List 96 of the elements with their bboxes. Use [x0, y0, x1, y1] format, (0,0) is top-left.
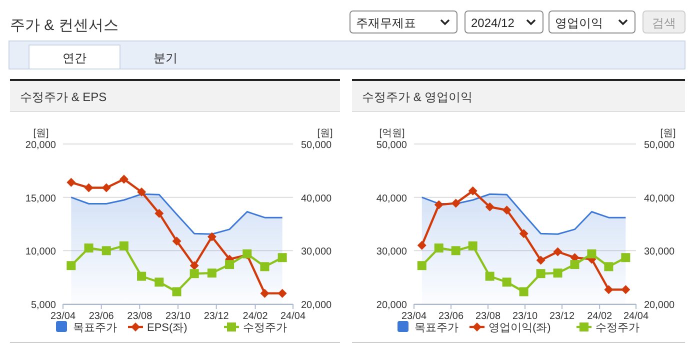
point: [553, 247, 562, 256]
point: [102, 183, 111, 192]
y-tick-label: 30,000: [376, 246, 408, 258]
x-tick-label: 24/02: [587, 311, 613, 322]
text: 2024/12: [471, 16, 515, 30]
point: [278, 288, 287, 298]
x-tick-label: 24/02: [242, 311, 268, 322]
y2-tick-label: 50,000: [301, 140, 332, 151]
legend-label: 목표주가: [73, 322, 117, 334]
y-tick-label: 50,000: [376, 140, 408, 151]
point: [451, 246, 460, 256]
y-tick-label: 15,000: [25, 193, 56, 204]
point: [102, 246, 111, 256]
point: [154, 278, 164, 287]
point: [451, 198, 460, 208]
x-tick-label: 23/10: [165, 311, 191, 322]
point: [260, 288, 270, 298]
point: [621, 253, 630, 262]
x-tick-label: 23/08: [127, 311, 153, 322]
y-tick-label: 5,000: [30, 300, 56, 311]
point: [417, 240, 426, 250]
x-tick-label: 24/04: [280, 311, 306, 322]
point: [207, 268, 216, 278]
point: [66, 261, 76, 270]
point: [119, 241, 128, 250]
legend-label: 목표주가: [414, 322, 458, 334]
x-tick-label: 23/04: [401, 311, 427, 322]
point: [485, 202, 494, 212]
point: [260, 262, 270, 272]
point: [137, 272, 146, 281]
y2-tick-label: 20,000: [644, 300, 676, 311]
point: [604, 285, 614, 294]
point: [172, 287, 182, 296]
legend-label: 영업이익(좌): [488, 322, 551, 334]
y2-axis-title: [원]: [317, 128, 333, 139]
y2-tick-label: 20,000: [301, 300, 332, 311]
y-axis-title: [억원]: [379, 128, 405, 139]
x-tick-label: 23/12: [549, 311, 575, 322]
chart-title: 수정주가 & 영업이익: [362, 90, 473, 104]
x-tick-label: 23/04: [50, 311, 76, 322]
text: 연간: [62, 51, 86, 65]
x-tick-label: 23/06: [438, 311, 464, 322]
point: [190, 261, 199, 270]
point: [190, 269, 199, 278]
point: [570, 260, 580, 270]
text: 주가 & 컨센서스: [10, 17, 118, 34]
text: 영업이익: [555, 16, 603, 30]
legend-label: 수정주가: [243, 322, 287, 334]
point: [519, 287, 528, 296]
y-tick-label: 10,000: [25, 246, 56, 258]
point: [417, 261, 426, 270]
point: [502, 206, 512, 215]
y2-tick-label: 40,000: [644, 193, 676, 204]
point: [604, 262, 614, 272]
x-tick-label: 24/04: [623, 311, 649, 322]
y-tick-label: 20,000: [25, 140, 56, 151]
x-tick-label: 23/08: [475, 311, 501, 322]
point: [154, 208, 164, 218]
legend-label: EPS(좌): [147, 322, 188, 334]
point: [519, 229, 528, 238]
text: 검색: [652, 16, 676, 30]
point: [502, 278, 512, 287]
legend-label: 수정주가: [596, 322, 640, 334]
y2-tick-label: 30,000: [644, 246, 676, 258]
x-tick-label: 23/12: [204, 311, 230, 322]
point: [137, 188, 146, 196]
point: [278, 253, 287, 262]
point: [485, 272, 494, 281]
text: 분기: [154, 51, 178, 65]
chart-title: 수정주가 & EPS: [20, 90, 107, 104]
point: [66, 178, 76, 187]
x-tick-label: 23/10: [512, 311, 538, 322]
point: [225, 260, 234, 270]
point: [434, 244, 444, 252]
point: [468, 186, 478, 196]
point: [621, 285, 630, 294]
point: [84, 244, 94, 252]
y-tick-label: 20,000: [376, 300, 408, 311]
point: [536, 256, 546, 265]
point: [434, 200, 444, 210]
x-tick-label: 23/06: [88, 311, 114, 322]
point: [172, 236, 182, 246]
y2-tick-label: 40,000: [301, 193, 332, 204]
y2-axis-title: [원]: [660, 128, 676, 139]
point: [553, 268, 562, 278]
y-tick-label: 40,000: [376, 193, 408, 204]
point: [84, 183, 94, 192]
y2-tick-label: 30,000: [301, 246, 332, 258]
point: [468, 241, 478, 250]
y2-tick-label: 50,000: [644, 140, 676, 151]
text: 주재무제표: [356, 16, 416, 30]
point: [119, 174, 128, 184]
point: [587, 249, 596, 258]
point: [536, 269, 546, 278]
point: [207, 232, 216, 242]
y-axis-title: [원]: [33, 128, 49, 139]
